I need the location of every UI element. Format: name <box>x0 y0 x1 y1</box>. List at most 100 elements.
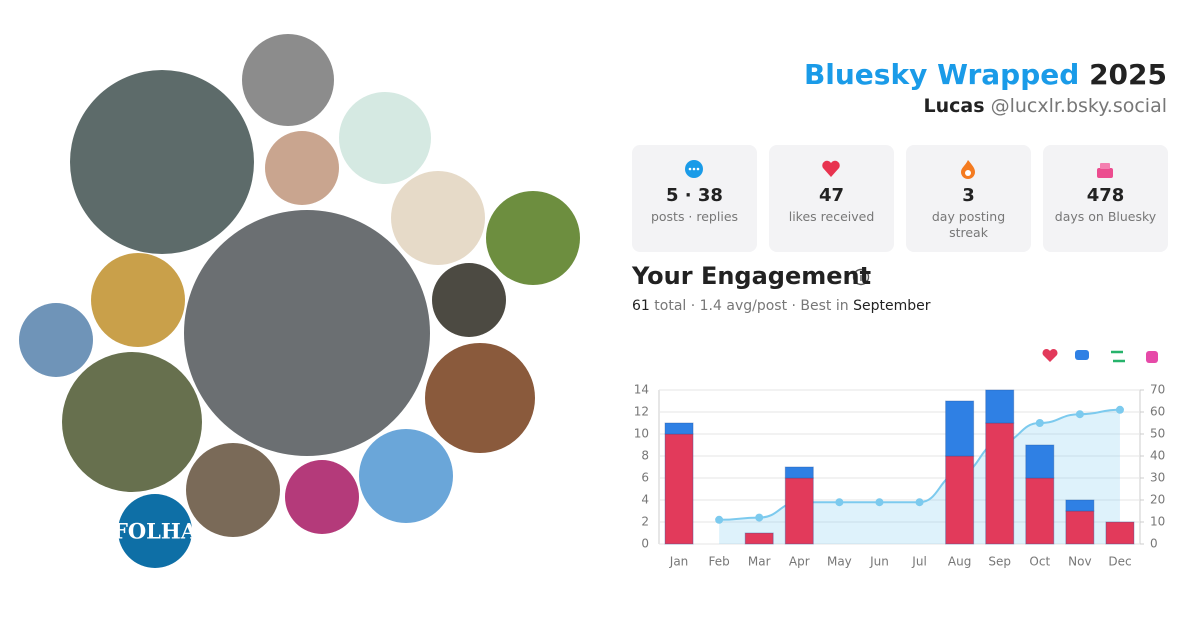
stat-card: 478 days on Bluesky <box>1043 145 1168 252</box>
y2-tick-label: 70 <box>1150 383 1165 397</box>
stat-value: 47 <box>818 185 845 206</box>
y-tick-label: 0 <box>641 537 649 551</box>
point <box>1075 410 1084 419</box>
point <box>875 498 884 507</box>
avatar <box>62 352 202 492</box>
summary-text: total · 1.4 avg/post · Best in <box>654 298 849 314</box>
stat-card: 5 · 38 posts · replies <box>632 145 757 252</box>
x-tick-label: Nov <box>1068 555 1091 569</box>
engagement-summary: 61 total · 1.4 avg/post · Best in Septem… <box>632 298 930 314</box>
avatar <box>285 460 359 534</box>
x-tick-label: May <box>827 555 852 569</box>
y-tick-label: 12 <box>634 405 649 419</box>
bar <box>945 400 975 457</box>
y2-tick-label: 30 <box>1150 471 1165 485</box>
avatar-logo-text: FOLHA <box>113 519 198 544</box>
title-year: 2025 <box>1089 58 1167 91</box>
y-tick-label: 6 <box>641 471 649 485</box>
avatar <box>359 429 453 523</box>
x-tick-label: Apr <box>789 555 810 569</box>
avatar <box>425 343 535 453</box>
legend-icons <box>1042 348 1158 363</box>
point <box>835 498 844 507</box>
stat-label: day posting streak <box>931 209 1006 240</box>
title: Bluesky Wrapped 2025 <box>804 58 1167 91</box>
avatar <box>265 131 339 205</box>
best-month: September <box>853 298 931 314</box>
bar <box>664 422 694 435</box>
point <box>915 498 924 507</box>
avatar <box>91 253 185 347</box>
user-name: Lucas <box>923 95 985 117</box>
stat-card: 47 likes received <box>769 145 894 252</box>
stat-label: posts · replies <box>650 209 739 224</box>
point <box>755 513 764 522</box>
section-title: Your Engagement <box>632 262 872 290</box>
avatar <box>486 191 580 285</box>
icon <box>685 160 703 178</box>
y2-tick-label: 0 <box>1150 537 1158 551</box>
bar <box>1025 444 1055 479</box>
user-handle: @lucxlr.bsky.social <box>990 95 1167 117</box>
total: 61 <box>632 298 650 314</box>
point <box>715 515 724 524</box>
y-tick-label: 4 <box>641 493 649 507</box>
info-icon <box>852 268 870 286</box>
bar <box>784 477 814 545</box>
stat-label: likes received <box>788 209 875 224</box>
y2-tick-label: 60 <box>1150 405 1165 419</box>
point <box>1115 405 1124 414</box>
x-tick-label: Jan <box>669 555 689 569</box>
avatar <box>19 303 93 377</box>
stat-card: 3 day posting streak <box>906 145 1031 252</box>
y-tick-label: 14 <box>634 383 649 397</box>
bar <box>664 433 694 545</box>
legend-repost-icon <box>1111 350 1125 363</box>
x-tick-label: Aug <box>948 555 971 569</box>
stat-value: 5 · 38 <box>666 185 723 206</box>
icon <box>961 160 975 179</box>
bar <box>1025 477 1055 545</box>
y2-tick-label: 20 <box>1150 493 1165 507</box>
point <box>1035 419 1044 427</box>
bar <box>985 422 1015 545</box>
avatar <box>242 34 334 126</box>
stat-label: days on Bluesky <box>1054 209 1157 224</box>
bar <box>985 389 1015 424</box>
avatar-cluster: FOLHA <box>19 34 580 568</box>
area <box>719 409 1120 544</box>
x-tick-label: Mar <box>748 555 771 569</box>
x-tick-label: Dec <box>1108 555 1131 569</box>
avatar <box>70 70 254 254</box>
x-tick-label: Oct <box>1029 555 1050 569</box>
icon <box>1097 163 1113 178</box>
user-line: Lucas @lucxlr.bsky.social <box>923 95 1167 117</box>
x-tick-label: Sep <box>988 555 1011 569</box>
x-tick-label: Jun <box>869 555 889 569</box>
y-tick-label: 10 <box>634 427 649 441</box>
bar <box>1105 521 1135 545</box>
x-tick-label: Jul <box>911 555 926 569</box>
legend-like-icon <box>1042 348 1058 362</box>
x-tick-label: Feb <box>709 555 730 569</box>
avatar <box>339 92 431 184</box>
bar <box>945 455 975 545</box>
y2-tick-label: 40 <box>1150 449 1165 463</box>
bar <box>1065 499 1095 512</box>
avatar <box>184 210 430 456</box>
y-tick-label: 2 <box>641 515 649 529</box>
icon <box>822 160 840 177</box>
title-brand: Bluesky Wrapped <box>803 58 1080 91</box>
bar <box>784 466 814 479</box>
stat-value: 478 <box>1086 185 1125 206</box>
y-tick-label: 8 <box>641 449 649 463</box>
avatar <box>118 494 192 568</box>
bar <box>1065 510 1095 545</box>
stat-value: 3 <box>962 185 975 206</box>
y2-tick-label: 10 <box>1150 515 1165 529</box>
bar <box>744 532 774 545</box>
legend-quote-icon <box>1146 351 1158 363</box>
avatar <box>432 263 506 337</box>
